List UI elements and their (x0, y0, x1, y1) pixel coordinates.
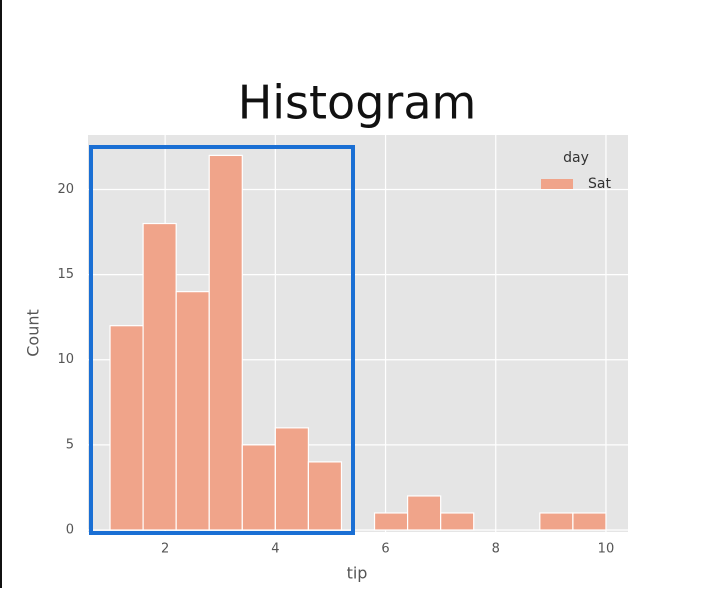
bar (539, 512, 574, 531)
y-axis-label: Count (24, 309, 43, 357)
y-tick-label: 5 (66, 437, 74, 452)
legend-label: Sat (588, 176, 611, 192)
bar (109, 325, 144, 531)
x-tick-label: 8 (492, 542, 500, 557)
bar (373, 512, 409, 531)
x-tick-label: 10 (598, 542, 615, 557)
y-tick-label: 20 (57, 182, 74, 197)
legend-swatch (541, 179, 573, 189)
bar (406, 495, 442, 531)
bar (142, 222, 177, 531)
chart-title: Histogram (238, 76, 477, 130)
bar (241, 444, 276, 531)
bar (208, 154, 243, 531)
x-tick-label: 4 (271, 542, 279, 557)
x-axis-label: tip (347, 564, 368, 583)
y-tick-label: 10 (57, 352, 74, 367)
bar (440, 512, 475, 531)
bar (175, 291, 210, 531)
bar (274, 427, 310, 531)
highlight-box (89, 145, 355, 535)
bar (307, 461, 343, 531)
x-tick-label: 2 (161, 542, 169, 557)
y-tick-label: 15 (57, 267, 74, 282)
y-tick-label: 0 (66, 523, 74, 538)
x-tick-label: 6 (381, 542, 389, 557)
legend-title: day (563, 150, 589, 166)
bar (572, 512, 607, 531)
bars (109, 154, 607, 531)
